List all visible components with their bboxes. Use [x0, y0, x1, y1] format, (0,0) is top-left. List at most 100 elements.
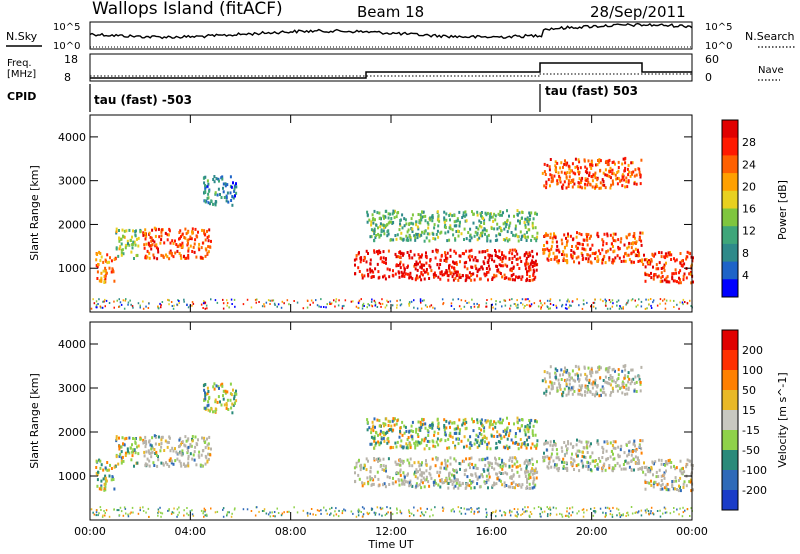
power-cell	[615, 177, 618, 181]
power-cell	[650, 271, 652, 275]
velocity-cell	[388, 428, 391, 431]
power-cell	[341, 307, 344, 310]
velocity-cell	[222, 389, 225, 393]
power-cell	[583, 247, 586, 251]
velocity-cell	[395, 471, 398, 474]
velocity-cell	[531, 472, 534, 476]
power-cell	[624, 161, 627, 165]
power-cell	[604, 168, 607, 172]
power-cell	[147, 241, 150, 245]
velocity-cell	[210, 447, 212, 451]
power-cell	[119, 301, 122, 304]
power-cell	[399, 266, 402, 270]
velocity-colorbar-label: Velocity [m s^-1]	[776, 372, 789, 467]
velocity-cell	[585, 374, 588, 378]
velocity-cell	[400, 439, 403, 443]
velocity-cell	[161, 512, 164, 515]
power-cell	[651, 253, 654, 257]
power-cell	[634, 299, 636, 302]
power-cell	[444, 231, 447, 235]
velocity-cell	[678, 479, 680, 482]
velocity-cell	[458, 462, 461, 465]
velocity-cell	[506, 472, 509, 476]
velocity-cell	[470, 510, 472, 513]
velocity-cell	[494, 446, 497, 450]
power-cell	[358, 251, 360, 255]
power-cell	[131, 305, 134, 308]
velocity-cell	[583, 365, 586, 369]
velocity-cell	[582, 515, 585, 518]
power-cell	[387, 212, 390, 216]
power-cell	[549, 232, 552, 236]
velocity-cell	[217, 385, 220, 389]
power-cell	[498, 225, 501, 229]
power-cell	[437, 235, 440, 239]
velocity-cell	[151, 436, 154, 440]
power-cell	[527, 222, 530, 226]
velocity-cell	[508, 464, 511, 468]
velocity-cell	[568, 512, 570, 515]
velocity-cell	[609, 377, 612, 381]
velocity-cell	[587, 366, 590, 370]
velocity-cell	[452, 480, 455, 484]
velocity-cell	[571, 452, 573, 456]
velocity-cell	[547, 385, 550, 389]
power-cell	[425, 251, 427, 255]
power-cell	[283, 302, 285, 305]
power-cell	[206, 179, 209, 183]
power-cell	[366, 220, 369, 224]
power-cell	[448, 238, 451, 242]
power-cell	[357, 266, 360, 270]
velocity-cell	[413, 514, 415, 517]
velocity-cell	[553, 381, 556, 385]
velocity-cell	[503, 481, 506, 485]
velocity-cell	[423, 471, 426, 475]
power-cell	[115, 230, 118, 233]
velocity-cell	[134, 440, 137, 444]
power-cell	[390, 217, 393, 220]
power-cell	[509, 307, 511, 310]
power-cell	[360, 298, 362, 301]
velocity-cell	[443, 424, 446, 427]
power-cell	[242, 303, 245, 306]
velocity-cell	[411, 437, 414, 441]
power-cell	[392, 269, 394, 273]
velocity-cell	[355, 461, 358, 465]
velocity-cell	[543, 377, 546, 381]
power-cell	[103, 279, 106, 282]
velocity-cell	[609, 513, 612, 516]
power-cell	[233, 189, 236, 193]
velocity-cell	[103, 486, 106, 490]
velocity-cell	[686, 463, 689, 467]
power-cell	[483, 272, 486, 276]
power-cell	[660, 271, 663, 275]
velocity-cell	[468, 462, 471, 466]
velocity-cell	[148, 515, 150, 518]
power-cell	[658, 261, 661, 265]
velocity-cell	[124, 451, 127, 455]
colorbar-swatch	[722, 226, 738, 245]
power-cell	[350, 300, 353, 303]
power-cell	[652, 265, 654, 269]
velocity-cell	[594, 510, 596, 512]
power-cell	[411, 227, 414, 231]
power-cell	[508, 257, 511, 261]
velocity-cell	[155, 453, 158, 457]
velocity-cell	[554, 367, 557, 371]
power-cell	[366, 213, 369, 217]
power-cell	[526, 220, 529, 223]
power-cell	[556, 259, 559, 263]
power-cell	[159, 302, 161, 305]
power-cell	[530, 211, 533, 215]
velocity-cell	[427, 430, 430, 434]
power-cell	[599, 159, 602, 163]
velocity-cell	[199, 463, 202, 467]
power-cell	[565, 186, 568, 190]
power-cell	[578, 304, 580, 307]
velocity-cell	[622, 364, 625, 368]
power-cell	[500, 229, 503, 233]
colorbar-tick-label: 12	[742, 225, 756, 238]
noise-panel: N.Sky 10^5 10^0 10^5 10^0 N.Search	[6, 21, 795, 52]
velocity-cell	[407, 436, 410, 439]
velocity-cell	[470, 444, 473, 447]
